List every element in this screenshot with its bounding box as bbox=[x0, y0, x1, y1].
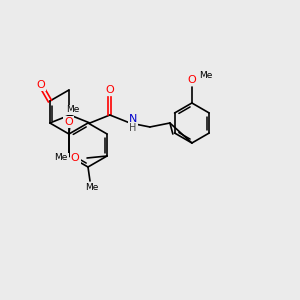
Text: O: O bbox=[64, 117, 73, 127]
Text: Me: Me bbox=[66, 106, 80, 115]
Text: Me: Me bbox=[85, 182, 99, 191]
Text: N: N bbox=[129, 114, 137, 124]
Text: H: H bbox=[129, 123, 137, 133]
Text: O: O bbox=[188, 75, 196, 85]
Text: Me: Me bbox=[54, 154, 68, 163]
Text: O: O bbox=[36, 80, 45, 89]
Text: O: O bbox=[106, 85, 114, 95]
Text: O: O bbox=[71, 153, 80, 163]
Text: Me: Me bbox=[199, 71, 213, 80]
